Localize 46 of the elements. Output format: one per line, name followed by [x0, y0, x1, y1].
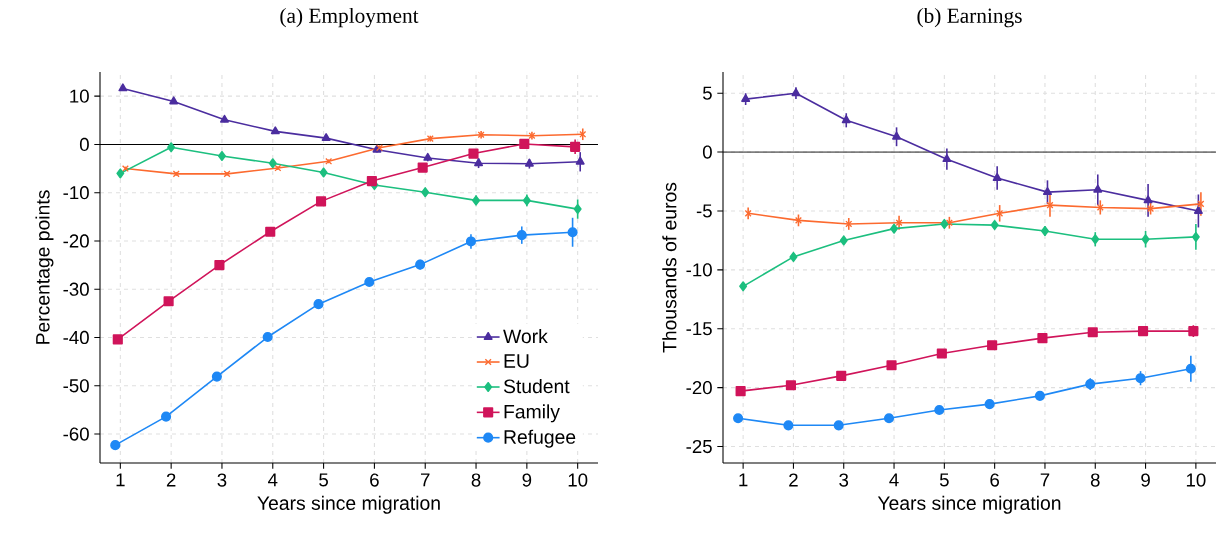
- legend-label: Family: [504, 404, 560, 423]
- x-tick-label: 10: [568, 473, 588, 487]
- chart-title: (a) Employment: [280, 7, 419, 28]
- legend-label: Student: [503, 379, 570, 394]
- legend-label: Work: [503, 329, 548, 344]
- y-tick-label: 0: [79, 137, 89, 152]
- y-tick-label: -15: [686, 322, 712, 336]
- x-tick-label: 2: [789, 473, 798, 487]
- x-tick-label: 10: [1186, 473, 1206, 487]
- y-tick-label: -10: [63, 186, 89, 200]
- y-tick-label: -5: [696, 204, 712, 218]
- x-tick-label: 4: [889, 473, 899, 487]
- y-tick-label: 10: [70, 89, 89, 103]
- legend-label: Refugee: [504, 429, 576, 448]
- x-tick-label: 5: [319, 473, 328, 487]
- y-tick-label: -25: [686, 439, 712, 454]
- x-tick-label: 8: [471, 473, 481, 487]
- x-axis-title: Years since migration: [877, 495, 1061, 514]
- x-tick-label: 7: [1040, 473, 1050, 487]
- x-tick-label: 5: [939, 473, 949, 487]
- x-tick-label: 4: [268, 473, 278, 487]
- y-tick-label: -10: [686, 263, 712, 277]
- y-tick-label: -20: [63, 234, 89, 248]
- x-tick-label: 1: [739, 473, 748, 487]
- x-tick-label: 6: [990, 473, 1000, 487]
- chart-title: (b) Earnings: [917, 7, 1022, 28]
- y-tick-label: 0: [702, 145, 712, 159]
- x-tick-label: 3: [839, 473, 849, 487]
- y-axis-title: Percentage points: [35, 190, 54, 344]
- y-tick-label: 5: [702, 86, 712, 100]
- y-tick-label: -60: [63, 427, 89, 441]
- x-tick-label: 9: [522, 473, 532, 487]
- x-tick-label: 7: [421, 473, 430, 487]
- x-tick-label: 3: [217, 473, 227, 487]
- x-tick-label: 2: [166, 473, 176, 487]
- y-axis-title: Thousands of euros: [662, 182, 677, 353]
- x-tick-label: 1: [116, 473, 125, 487]
- legend-label: EU: [504, 354, 529, 368]
- x-tick-label: 6: [370, 473, 379, 487]
- y-tick-label: -40: [63, 330, 89, 345]
- x-axis-title: Years since migration: [257, 495, 440, 514]
- y-tick-label: -20: [686, 381, 712, 395]
- y-tick-label: -30: [63, 282, 89, 296]
- y-tick-label: -50: [63, 379, 89, 393]
- x-tick-label: 8: [1090, 473, 1100, 487]
- x-tick-label: 9: [1141, 473, 1150, 487]
